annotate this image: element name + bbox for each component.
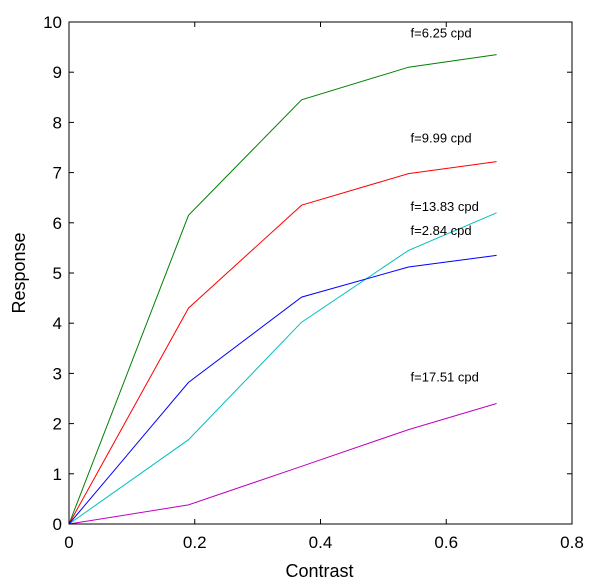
- series-line-5: [68, 403, 497, 525]
- series-label-layer: f=6.25 cpd f=9.99 cpd f=13.83 cpd f=2.84 cp…: [411, 26, 479, 385]
- plot-area: [68, 21, 573, 525]
- y-tick-label: 7: [53, 164, 62, 183]
- y-tick-label: 10: [43, 13, 62, 32]
- series-line-2: [68, 161, 497, 525]
- series-label-5: f=17.51 cpd: [411, 369, 479, 384]
- x-axis-label: Contrast: [285, 561, 353, 581]
- y-tick-label: 1: [53, 465, 62, 484]
- y-tick-label: 3: [53, 364, 62, 383]
- y-tick-label: 9: [53, 63, 62, 82]
- x-tick-label: 0.6: [434, 533, 458, 552]
- series-layer: [68, 54, 497, 525]
- x-tick-label: 0: [64, 533, 73, 552]
- series-line-4: [68, 254, 497, 525]
- x-tick-label: 0.8: [560, 533, 584, 552]
- x-tick-label: 0.2: [183, 533, 207, 552]
- x-tick-label: 0.4: [309, 533, 333, 552]
- series-line-3: [68, 212, 497, 525]
- y-tick-label: 6: [53, 214, 62, 233]
- y-tick-label: 5: [53, 264, 62, 283]
- series-line-1: [68, 54, 497, 525]
- series-label-1: f=6.25 cpd: [411, 26, 472, 41]
- y-tick-label: 4: [53, 314, 62, 333]
- y-tick-label: 0: [53, 515, 62, 534]
- y-tick-label: 8: [53, 113, 62, 132]
- series-label-3: f=13.83 cpd: [411, 199, 479, 214]
- tick-layer: 0 0.2 0.4 0.6 0.8 0 1 2 3 4 5 6 7 8 9 10: [43, 13, 584, 552]
- series-label-4: f=2.84 cpd: [411, 223, 472, 238]
- y-tick-label: 2: [53, 415, 62, 434]
- y-axis-label: Response: [9, 232, 29, 313]
- series-label-2: f=9.99 cpd: [411, 130, 472, 145]
